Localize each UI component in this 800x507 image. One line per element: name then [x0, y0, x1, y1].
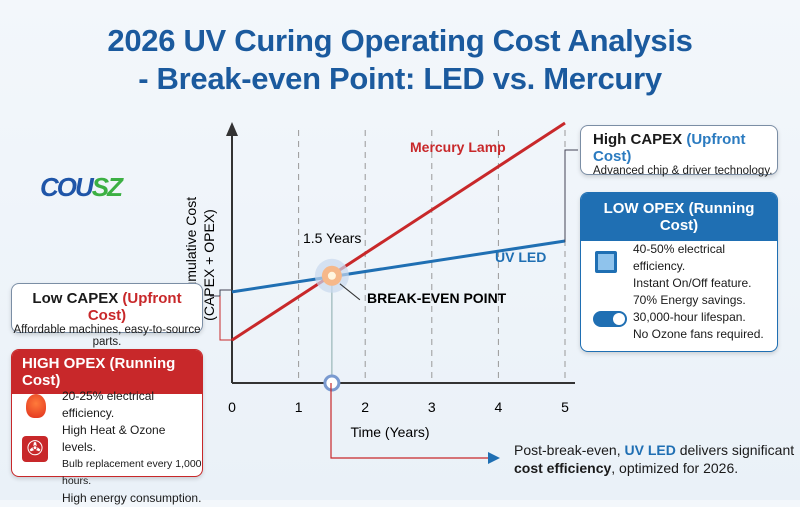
fan-icon: ✇	[22, 436, 48, 462]
page-title: 2026 UV Curing Operating Cost Analysis -…	[107, 23, 693, 96]
mercury-line	[231, 121, 566, 342]
x-tick-label: 1	[295, 399, 303, 415]
low-opex-box: LOW OPEX (Running Cost) 40-50% electrica…	[580, 192, 778, 352]
break-even-leader	[339, 283, 361, 301]
x-tick-label: 2	[361, 399, 369, 415]
light-bulb-icon	[26, 394, 46, 418]
y-axis-arrow	[226, 122, 238, 136]
x-tick-label: 4	[495, 399, 503, 415]
high-opex-box: HIGH OPEX (Running Cost) ✇ 20-25% electr…	[11, 349, 203, 505]
break-even-x-marker	[323, 374, 341, 392]
legend-mercury: Mercury Lamp	[410, 139, 506, 155]
x-tick-label: 3	[428, 399, 436, 415]
break-even-years: 1.5 Years	[303, 230, 361, 246]
y-axis-label-2: (CAPEX + OPEX)	[201, 209, 217, 321]
break-even-label: BREAK-EVEN POINT	[367, 290, 507, 306]
x-axis-label: Time (Years)	[350, 424, 429, 440]
low-capex-box: Low CAPEX (Upfront Cost) Affordable mach…	[11, 283, 203, 348]
led-line	[231, 239, 566, 294]
conclusion-text: Post-break-even, UV LED delivers signifi…	[514, 442, 795, 476]
legend-led: UV LED	[495, 249, 546, 265]
toggle-icon	[593, 311, 627, 327]
break-even-core	[327, 271, 336, 280]
chip-icon	[595, 251, 617, 273]
x-tick-label: 5	[561, 399, 569, 415]
logo: COUSZ	[40, 172, 123, 202]
x-tick-label: 0	[228, 399, 236, 415]
high-capex-box: High CAPEX (Upfront Cost) Advanced chip …	[580, 125, 778, 177]
